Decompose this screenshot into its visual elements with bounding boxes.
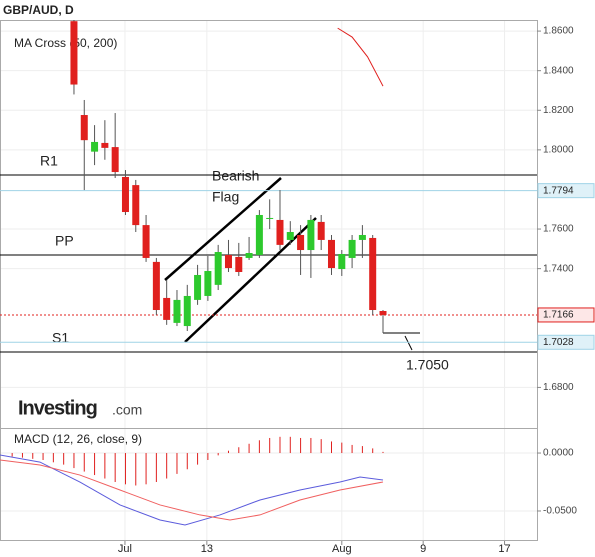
candle-body xyxy=(101,142,109,148)
candle-body xyxy=(224,254,232,269)
logo-suffix: .com xyxy=(112,402,142,418)
y-tick-label: 1.8200 xyxy=(543,105,574,116)
macd-label: MACD (12, 26, close, 9) xyxy=(14,432,142,446)
y-tick-label: 1.8400 xyxy=(543,65,574,76)
flag-line xyxy=(164,177,282,281)
candle-body xyxy=(204,271,212,296)
candle-body xyxy=(245,253,253,258)
candle-body xyxy=(266,217,274,219)
candle-body xyxy=(358,234,366,240)
y-tick-label: 0.0000 xyxy=(543,448,574,459)
candle-body xyxy=(173,299,181,323)
level-label: PP xyxy=(55,233,74,249)
target-label: 1.7050 xyxy=(406,357,449,373)
candle-body xyxy=(286,232,294,240)
level-label: S1 xyxy=(52,330,69,346)
candle-body xyxy=(297,234,305,251)
signal-line xyxy=(0,459,384,521)
level-label: R1 xyxy=(40,153,58,169)
candle-body xyxy=(132,185,140,226)
candle-body xyxy=(121,176,129,213)
candle-body xyxy=(142,225,150,258)
candle-body xyxy=(111,147,119,173)
y-tick-label: 1.6800 xyxy=(543,382,574,393)
macd-line xyxy=(0,454,384,526)
y-tick-label: -0.0500 xyxy=(543,506,577,517)
flag-line xyxy=(184,217,317,343)
candle-body xyxy=(91,141,99,152)
x-tick-label: 17 xyxy=(498,543,510,555)
indicator-label: MA Cross (50, 200) xyxy=(14,36,117,50)
candle-body xyxy=(152,261,160,311)
y-tick-label: 1.7400 xyxy=(543,263,574,274)
candle-body xyxy=(235,256,243,273)
candle-body xyxy=(379,311,387,315)
candle-body xyxy=(214,252,222,285)
candle-body xyxy=(317,221,325,240)
grid xyxy=(0,20,537,541)
price-label: 1.7028 xyxy=(543,337,574,348)
ma-line xyxy=(337,27,384,87)
candle-body xyxy=(276,219,284,245)
candle-body xyxy=(327,239,335,269)
x-tick-label: 13 xyxy=(201,543,213,555)
x-tick-label: 9 xyxy=(420,543,426,555)
target-pointer xyxy=(404,335,413,351)
x-tick-label: Aug xyxy=(332,543,352,555)
x-tick-label: Jul xyxy=(118,543,132,555)
flag-label: Flag xyxy=(212,189,239,205)
price-box xyxy=(537,307,595,323)
y-tick-label: 1.8600 xyxy=(543,26,574,37)
candle-body xyxy=(338,253,346,270)
candle-body xyxy=(255,214,263,255)
candle-body xyxy=(163,297,171,320)
logo-brand: Investing xyxy=(18,397,97,419)
y-tick-label: 1.7600 xyxy=(543,224,574,235)
y-tick-label: 1.8000 xyxy=(543,145,574,156)
candle-body xyxy=(348,239,356,258)
chart-title: GBP/AUD, D xyxy=(3,3,74,17)
candle-body xyxy=(80,115,88,141)
price-box xyxy=(537,183,595,199)
candle-body xyxy=(307,219,315,251)
price-box xyxy=(537,334,595,350)
price-label: 1.7794 xyxy=(543,185,574,196)
candle-body xyxy=(369,237,377,311)
frame xyxy=(0,20,538,541)
price-label: 1.7166 xyxy=(543,310,574,321)
flag-label: Bearish xyxy=(212,168,259,184)
candle-body xyxy=(70,21,78,85)
candle-body xyxy=(194,274,202,300)
candle-body xyxy=(183,295,191,327)
